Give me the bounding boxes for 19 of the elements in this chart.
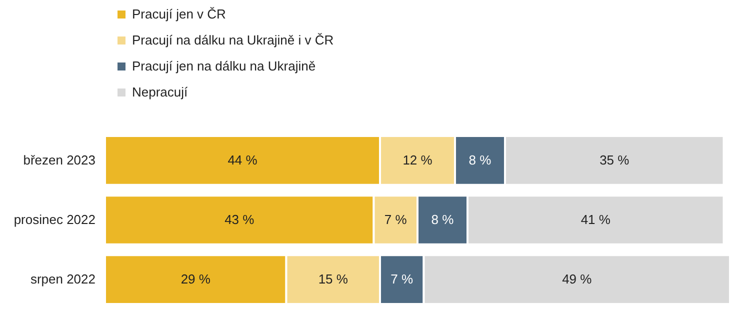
data-label: 49 % xyxy=(562,272,592,287)
data-label: 41 % xyxy=(580,212,611,227)
data-label: 12 % xyxy=(402,152,433,168)
data-label: 29 % xyxy=(180,272,211,287)
data-label: 15 % xyxy=(318,272,348,287)
data-label: 7 % xyxy=(390,272,414,287)
y-tick-label: srpen 2022 xyxy=(30,272,96,287)
legend-label: Pracují na dálku na Ukrajině i v ČR xyxy=(132,32,334,48)
legend-label: Pracují jen na dálku na Ukrajině xyxy=(132,58,316,74)
y-tick-label: březen 2023 xyxy=(23,152,96,168)
data-label: 35 % xyxy=(600,152,630,168)
legend-label: Nepracují xyxy=(132,84,188,100)
y-tick-label: prosinec 2022 xyxy=(14,212,96,227)
data-label: 7 % xyxy=(384,212,408,227)
data-label: 8 % xyxy=(431,212,454,227)
data-label: 43 % xyxy=(224,212,255,227)
legend-label: Pracují jen v ČR xyxy=(132,6,226,22)
data-label: 8 % xyxy=(468,152,492,168)
data-label: 44 % xyxy=(228,152,258,168)
